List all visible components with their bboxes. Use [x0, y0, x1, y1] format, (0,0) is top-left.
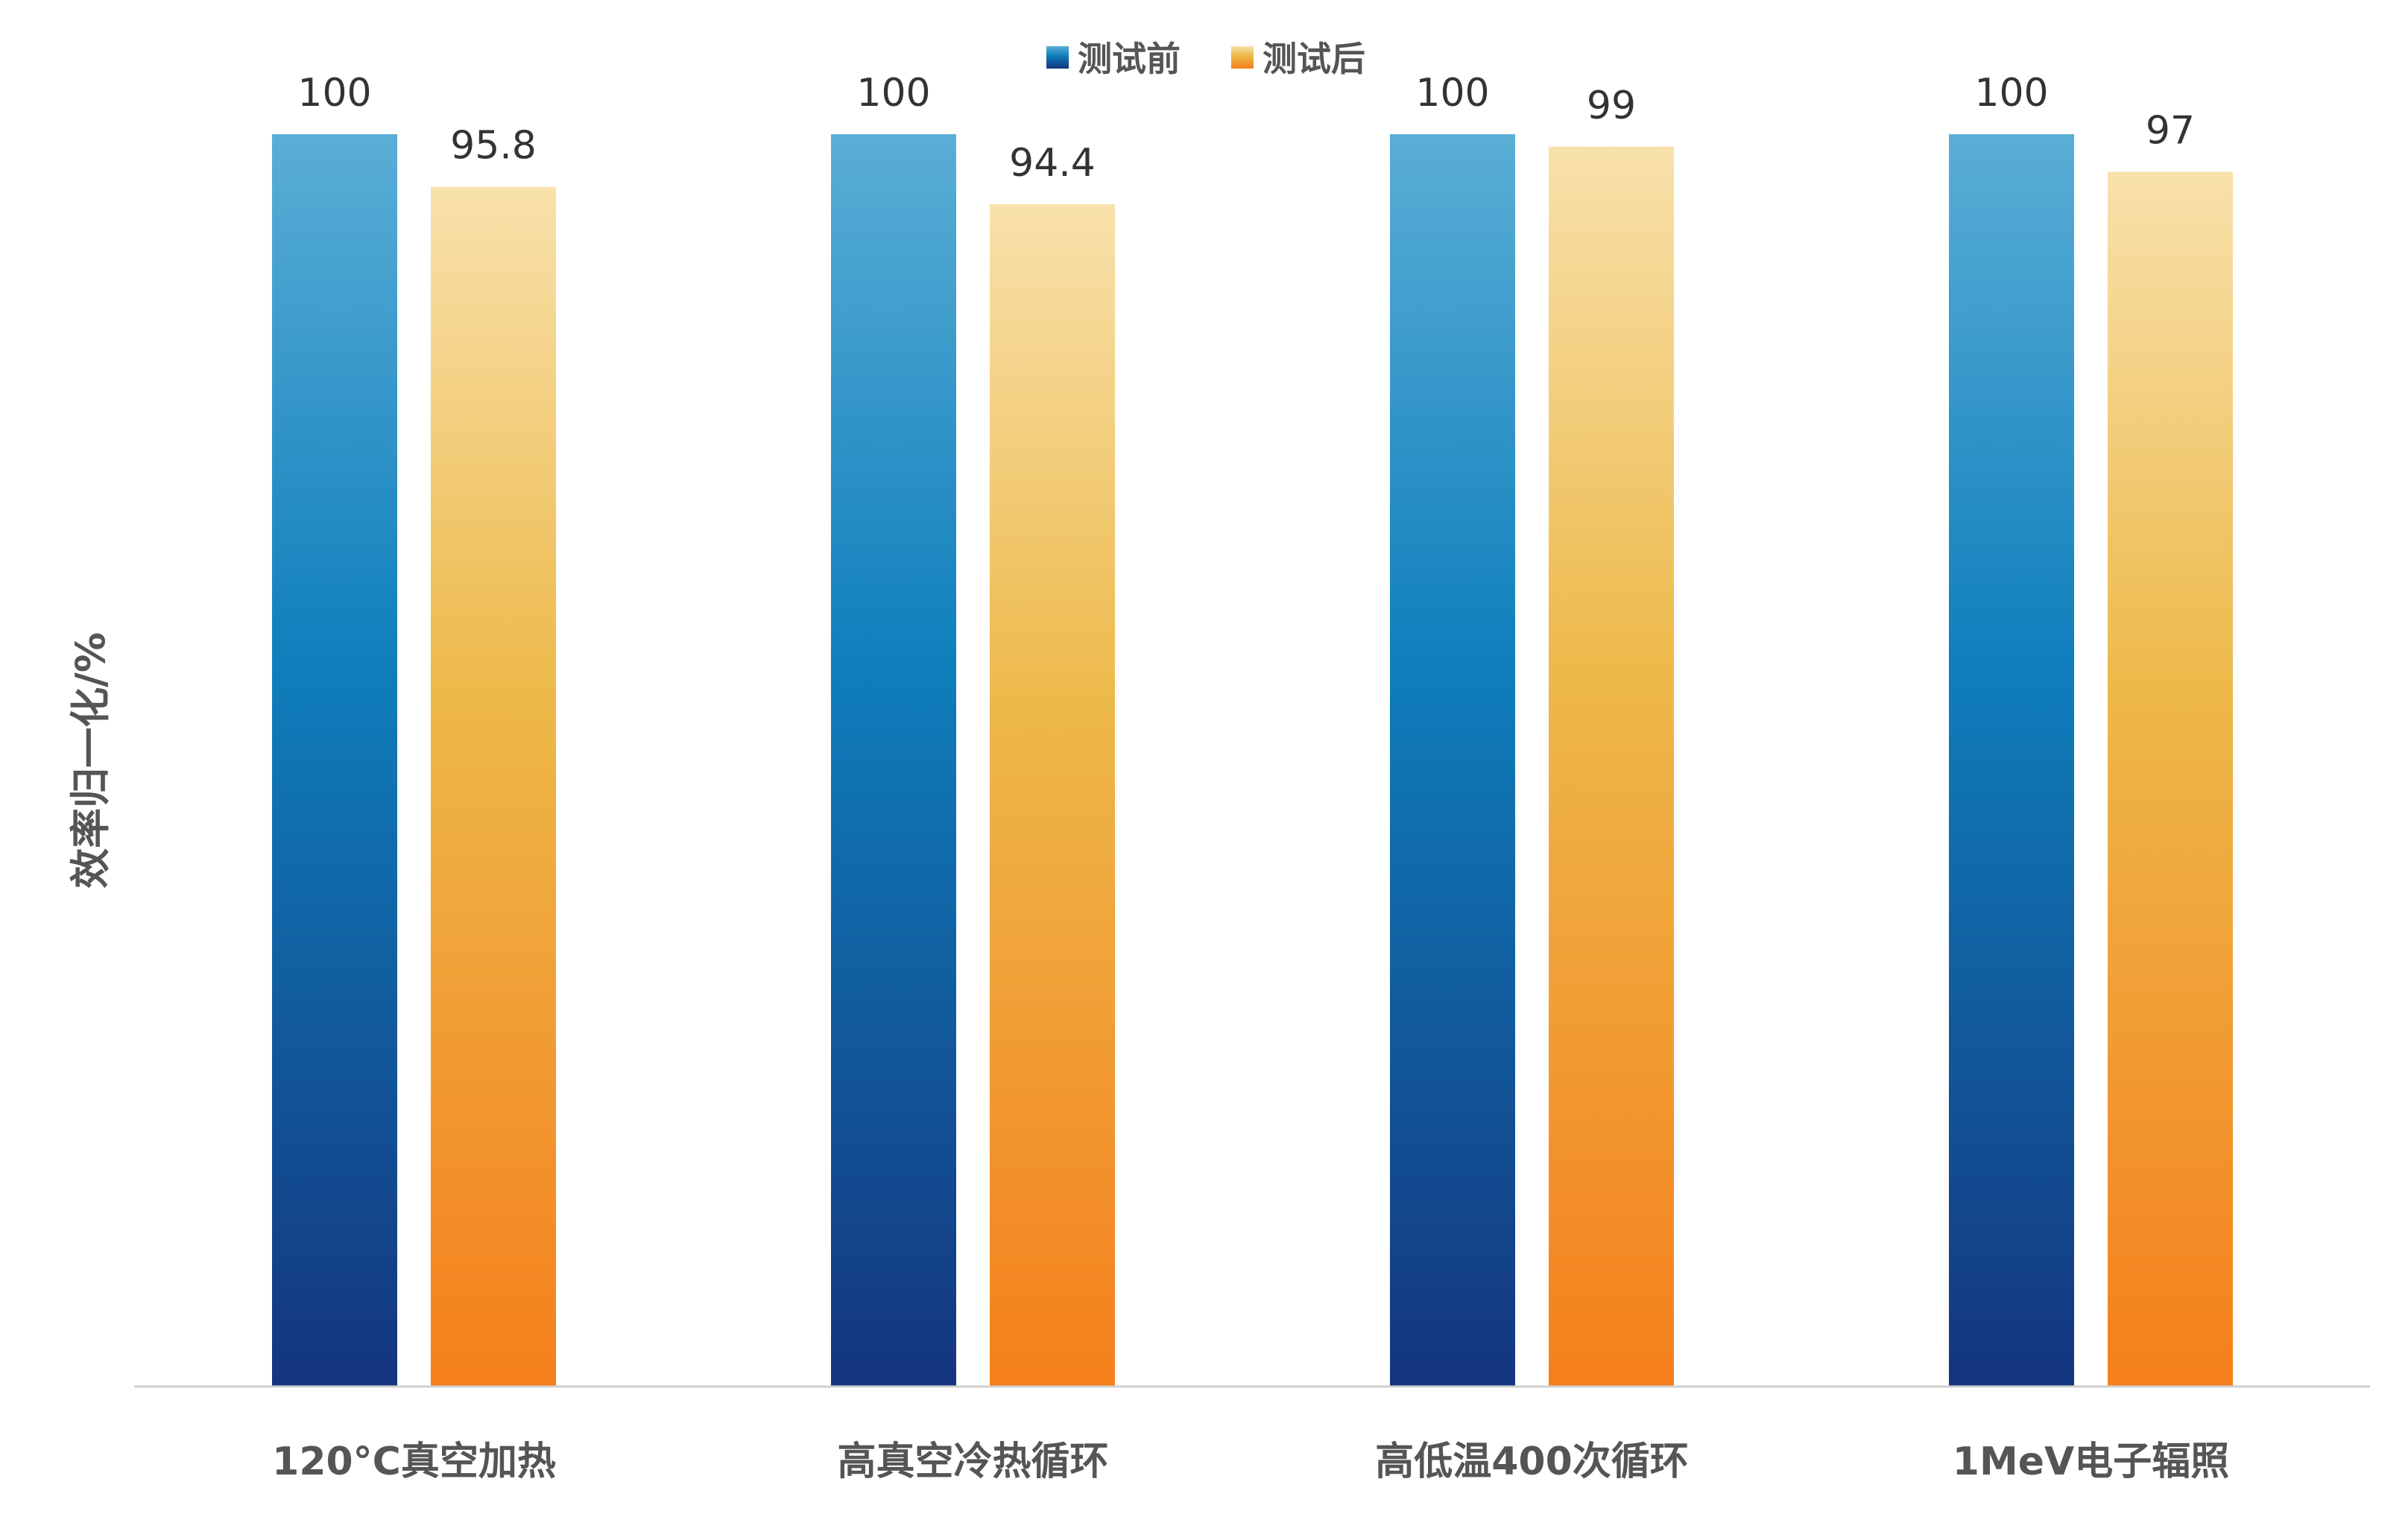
value-labels-group: 100 95.8 100 94.4 100 99 100 97	[297, 71, 2195, 186]
bar-after-1	[990, 204, 1115, 1387]
bar-after-0	[431, 186, 556, 1387]
legend-swatch-after	[1231, 46, 1254, 69]
data-label-after-0: 95.8	[450, 124, 537, 168]
category-label-1: 高真空冷热循环	[837, 1439, 1108, 1484]
legend-label-before: 测试前	[1078, 39, 1181, 79]
bar-before-3	[1949, 134, 2074, 1387]
bar-after-2	[1549, 146, 1674, 1387]
y-axis-title: 效率归一化/%	[67, 632, 114, 889]
data-label-before-1: 100	[856, 71, 930, 116]
category-label-2: 高低温400次循环	[1375, 1439, 1689, 1484]
bar-before-2	[1390, 134, 1515, 1387]
data-label-after-1: 94.4	[1009, 141, 1096, 186]
bar-before-1	[831, 134, 956, 1387]
bar-before-0	[272, 134, 397, 1387]
category-labels-group: 120°C真空加热 高真空冷热循环 高低温400次循环 1MeV电子辐照	[272, 1439, 2229, 1484]
legend-swatch-before	[1046, 46, 1069, 69]
category-label-3: 1MeV电子辐照	[1953, 1439, 2229, 1484]
category-label-0: 120°C真空加热	[272, 1439, 556, 1484]
bars-group	[272, 134, 2233, 1387]
bar-after-3	[2108, 171, 2233, 1387]
legend: 测试前 测试后	[1046, 39, 1365, 79]
data-label-before-0: 100	[297, 71, 371, 116]
legend-label-after: 测试后	[1263, 39, 1365, 79]
data-label-before-2: 100	[1415, 71, 1489, 116]
data-label-before-3: 100	[1974, 71, 2048, 116]
data-label-after-3: 97	[2146, 108, 2195, 153]
data-label-after-2: 99	[1587, 83, 1636, 128]
